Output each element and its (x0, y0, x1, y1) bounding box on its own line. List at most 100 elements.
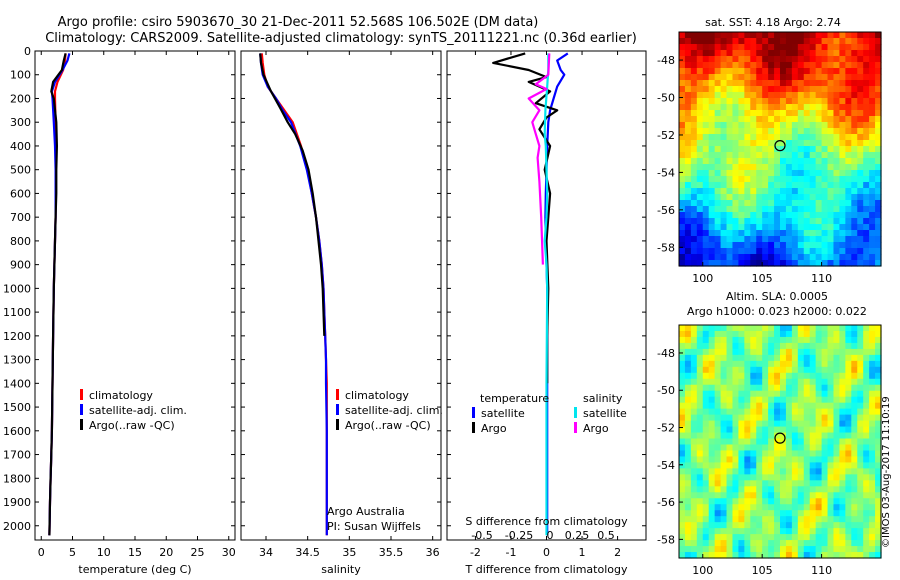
heatmap-cell (869, 492, 876, 499)
heatmap-cell (774, 230, 781, 237)
heatmap-cell (720, 182, 728, 189)
heatmap-cell (839, 390, 846, 398)
heatmap-cell (714, 62, 722, 69)
heatmap-cell (762, 164, 769, 171)
heatmap-cell (869, 158, 876, 165)
heatmap-cell (762, 432, 769, 440)
heatmap-cell (690, 62, 698, 69)
heatmap-cell (821, 426, 829, 434)
heatmap-cell (756, 56, 763, 63)
heatmap-cell (756, 170, 763, 177)
heatmap-cell (696, 152, 704, 159)
heatmap-cell (821, 528, 829, 535)
heatmap-cell (851, 182, 858, 189)
heatmap-cell (809, 426, 817, 434)
heatmap-cell (797, 522, 805, 529)
heatmap-cell (845, 104, 852, 111)
heatmap-cell (762, 510, 769, 517)
heatmap-cell (768, 486, 775, 493)
heatmap-cell (684, 236, 692, 243)
heatmap-cell (720, 134, 728, 141)
heatmap-cell (720, 212, 728, 219)
heatmap-cell (714, 438, 722, 446)
heatmap-cell (821, 152, 829, 159)
heatmap-cell (732, 450, 740, 458)
heatmap-cell (869, 116, 876, 123)
heatmap-cell (774, 486, 781, 493)
heatmap-cell (797, 360, 805, 368)
heatmap-cell (714, 236, 722, 243)
heatmap-cell (762, 426, 769, 434)
heatmap-cell (785, 242, 793, 249)
map-y-tick-label: -58 (657, 241, 675, 254)
heatmap-cell (797, 200, 805, 207)
heatmap-cell (809, 534, 817, 541)
heatmap-cell (785, 540, 793, 547)
heatmap-cell (768, 116, 775, 123)
heatmap-cell (809, 456, 817, 464)
heatmap-cell (702, 152, 710, 159)
heatmap-cell (708, 110, 716, 117)
heatmap-cell (780, 218, 787, 225)
heatmap-cell (869, 74, 876, 81)
heatmap-cell (851, 534, 858, 541)
heatmap-cell (774, 218, 781, 225)
heatmap-cell (833, 248, 841, 255)
heatmap-cell (768, 128, 775, 135)
heatmap-cell (785, 468, 793, 475)
heatmap-cell (750, 474, 757, 481)
heatmap-cell (863, 474, 870, 481)
heatmap-cell (696, 218, 704, 225)
heatmap-cell (756, 402, 763, 410)
heatmap-cell (839, 366, 846, 374)
heatmap-cell (714, 134, 722, 141)
depth-tick-label: 900 (10, 259, 31, 272)
heatmap-cell (839, 498, 846, 505)
heatmap-cell (780, 62, 787, 69)
heatmap-cell (720, 510, 728, 517)
heatmap-cell (714, 420, 722, 428)
heatmap-cell (679, 444, 686, 452)
x-axis-label: salinity (321, 563, 361, 576)
heatmap-cell (762, 444, 769, 452)
heatmap-cell (785, 194, 793, 201)
heatmap-cell (774, 468, 781, 475)
heatmap-cell (809, 516, 817, 523)
heatmap-cell (833, 444, 841, 452)
heatmap-cell (720, 92, 728, 99)
heatmap-cell (750, 116, 757, 123)
heatmap-cell (708, 414, 716, 422)
heatmap-cell (708, 378, 716, 386)
heatmap-cell (833, 426, 841, 434)
heatmap-cell (845, 38, 852, 45)
heatmap-cell (684, 128, 692, 135)
heatmap-cell (708, 56, 716, 63)
heatmap-cell (690, 134, 698, 141)
heatmap-cell (720, 498, 728, 505)
heatmap-cell (791, 384, 799, 392)
heatmap-cell (708, 336, 716, 344)
heatmap-cell (726, 336, 734, 344)
heatmap-cell (696, 122, 704, 129)
heatmap-cell (857, 182, 864, 189)
heatmap-cell (768, 104, 775, 111)
heatmap-cell (702, 224, 710, 231)
heatmap-cell (869, 134, 876, 141)
heatmap-cell (774, 540, 781, 547)
heatmap-cell (714, 432, 722, 440)
heatmap-cell (750, 522, 757, 529)
heatmap-cell (708, 528, 716, 535)
heatmap-cell (863, 218, 870, 225)
heatmap-cell (768, 110, 775, 117)
heatmap-cell (863, 206, 870, 213)
heatmap-cell (684, 528, 692, 535)
heatmap-cell (696, 438, 704, 446)
heatmap-cell (708, 104, 716, 111)
heatmap-cell (839, 492, 846, 499)
heatmap-cell (732, 218, 740, 225)
heatmap-cell (875, 450, 882, 458)
heatmap-cell (803, 68, 811, 75)
map-y-tick-label: -50 (657, 384, 675, 397)
heatmap-cell (797, 390, 805, 398)
depth-tick-label: 1500 (3, 401, 31, 414)
